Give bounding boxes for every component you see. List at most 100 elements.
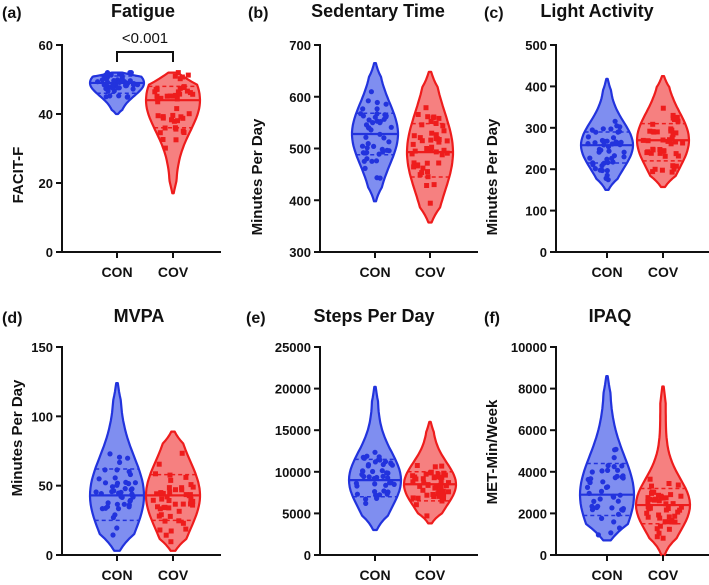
data-point: [118, 489, 124, 495]
data-point: [183, 474, 189, 480]
data-point: [129, 491, 135, 497]
data-point: [158, 95, 164, 101]
data-point: [597, 496, 603, 502]
data-point: [604, 168, 610, 174]
data-point: [364, 145, 370, 151]
data-point: [170, 112, 176, 118]
data-point: [650, 146, 656, 152]
data-point: [183, 492, 189, 498]
data-point: [391, 481, 397, 487]
data-point: [656, 512, 662, 518]
data-point: [660, 535, 666, 541]
data-point: [424, 513, 430, 519]
data-point: [424, 183, 430, 188]
data-point: [368, 89, 374, 95]
bracket-line: [116, 51, 174, 62]
y-tick-label: 0: [46, 548, 53, 563]
violin-con: [578, 375, 636, 542]
data-point: [174, 106, 180, 112]
data-point: [126, 481, 132, 487]
violin-cov: [402, 420, 458, 525]
data-point: [167, 489, 173, 495]
data-point: [610, 135, 617, 141]
data-point: [380, 473, 386, 479]
data-point: [423, 105, 429, 111]
y-axis-label: Minutes Per Day: [484, 118, 501, 235]
data-point: [385, 475, 391, 481]
data-point: [654, 129, 660, 135]
data-point: [674, 114, 680, 120]
data-point: [160, 137, 166, 142]
chart-panel-3: (c) Light Activity Minutes Per Day 0 100 200 3…: [484, 1, 709, 280]
data-point: [152, 89, 158, 95]
data-point: [592, 166, 598, 172]
data-point: [366, 117, 372, 123]
data-point: [377, 120, 383, 126]
data-point: [377, 131, 383, 137]
data-point: [359, 143, 366, 149]
data-point: [168, 539, 174, 545]
data-point: [648, 150, 654, 156]
data-point: [439, 474, 445, 480]
data-point: [119, 77, 125, 84]
data-point: [190, 91, 196, 97]
data-point: [112, 475, 118, 481]
data-point: [381, 135, 387, 141]
y-tick-label: 100: [31, 409, 53, 424]
data-point: [380, 149, 386, 155]
data-point: [159, 496, 165, 502]
data-point: [374, 106, 380, 112]
data-point: [419, 122, 425, 128]
data-point: [166, 498, 172, 503]
data-point: [177, 76, 183, 82]
data-point: [670, 112, 676, 118]
data-point: [179, 487, 185, 493]
data-point: [609, 505, 615, 511]
chart-title: Fatigue: [111, 1, 175, 21]
data-point: [116, 93, 122, 99]
data-point: [383, 101, 389, 107]
data-point: [672, 117, 677, 122]
panel-label: (b): [248, 5, 268, 22]
data-point: [659, 167, 665, 173]
data-point: [424, 160, 430, 166]
data-point: [102, 480, 109, 486]
chart-title: MVPA: [114, 306, 165, 326]
data-point: [444, 138, 450, 144]
data-point: [663, 501, 669, 507]
data-point: [438, 479, 444, 485]
violin-body: [634, 385, 692, 557]
data-point: [441, 147, 447, 153]
data-point: [102, 467, 108, 473]
data-point: [103, 72, 109, 78]
data-point: [425, 482, 431, 488]
data-point: [380, 461, 386, 468]
data-point: [167, 93, 173, 99]
data-point: [379, 468, 385, 474]
data-point: [612, 118, 618, 124]
data-point: [438, 484, 444, 490]
data-point: [605, 144, 612, 150]
data-point: [172, 125, 178, 131]
x-tick-label: CON: [591, 264, 622, 280]
data-point: [359, 471, 365, 478]
data-point: [376, 456, 382, 462]
data-point: [619, 463, 625, 469]
y-tick-label: 200: [525, 162, 547, 177]
data-point: [603, 484, 610, 490]
data-point: [186, 493, 192, 499]
y-tick-label: 0: [540, 548, 547, 563]
data-point: [614, 123, 620, 129]
data-point: [444, 150, 450, 156]
data-point: [169, 117, 174, 123]
violin-con: [579, 77, 635, 191]
data-point: [176, 508, 182, 514]
data-point: [435, 136, 440, 142]
data-point: [656, 498, 662, 504]
data-point: [610, 493, 616, 499]
y-tick-label: 15000: [275, 423, 311, 438]
data-point: [99, 77, 105, 83]
data-point: [383, 482, 389, 488]
data-point: [115, 85, 121, 91]
data-point: [185, 72, 191, 78]
